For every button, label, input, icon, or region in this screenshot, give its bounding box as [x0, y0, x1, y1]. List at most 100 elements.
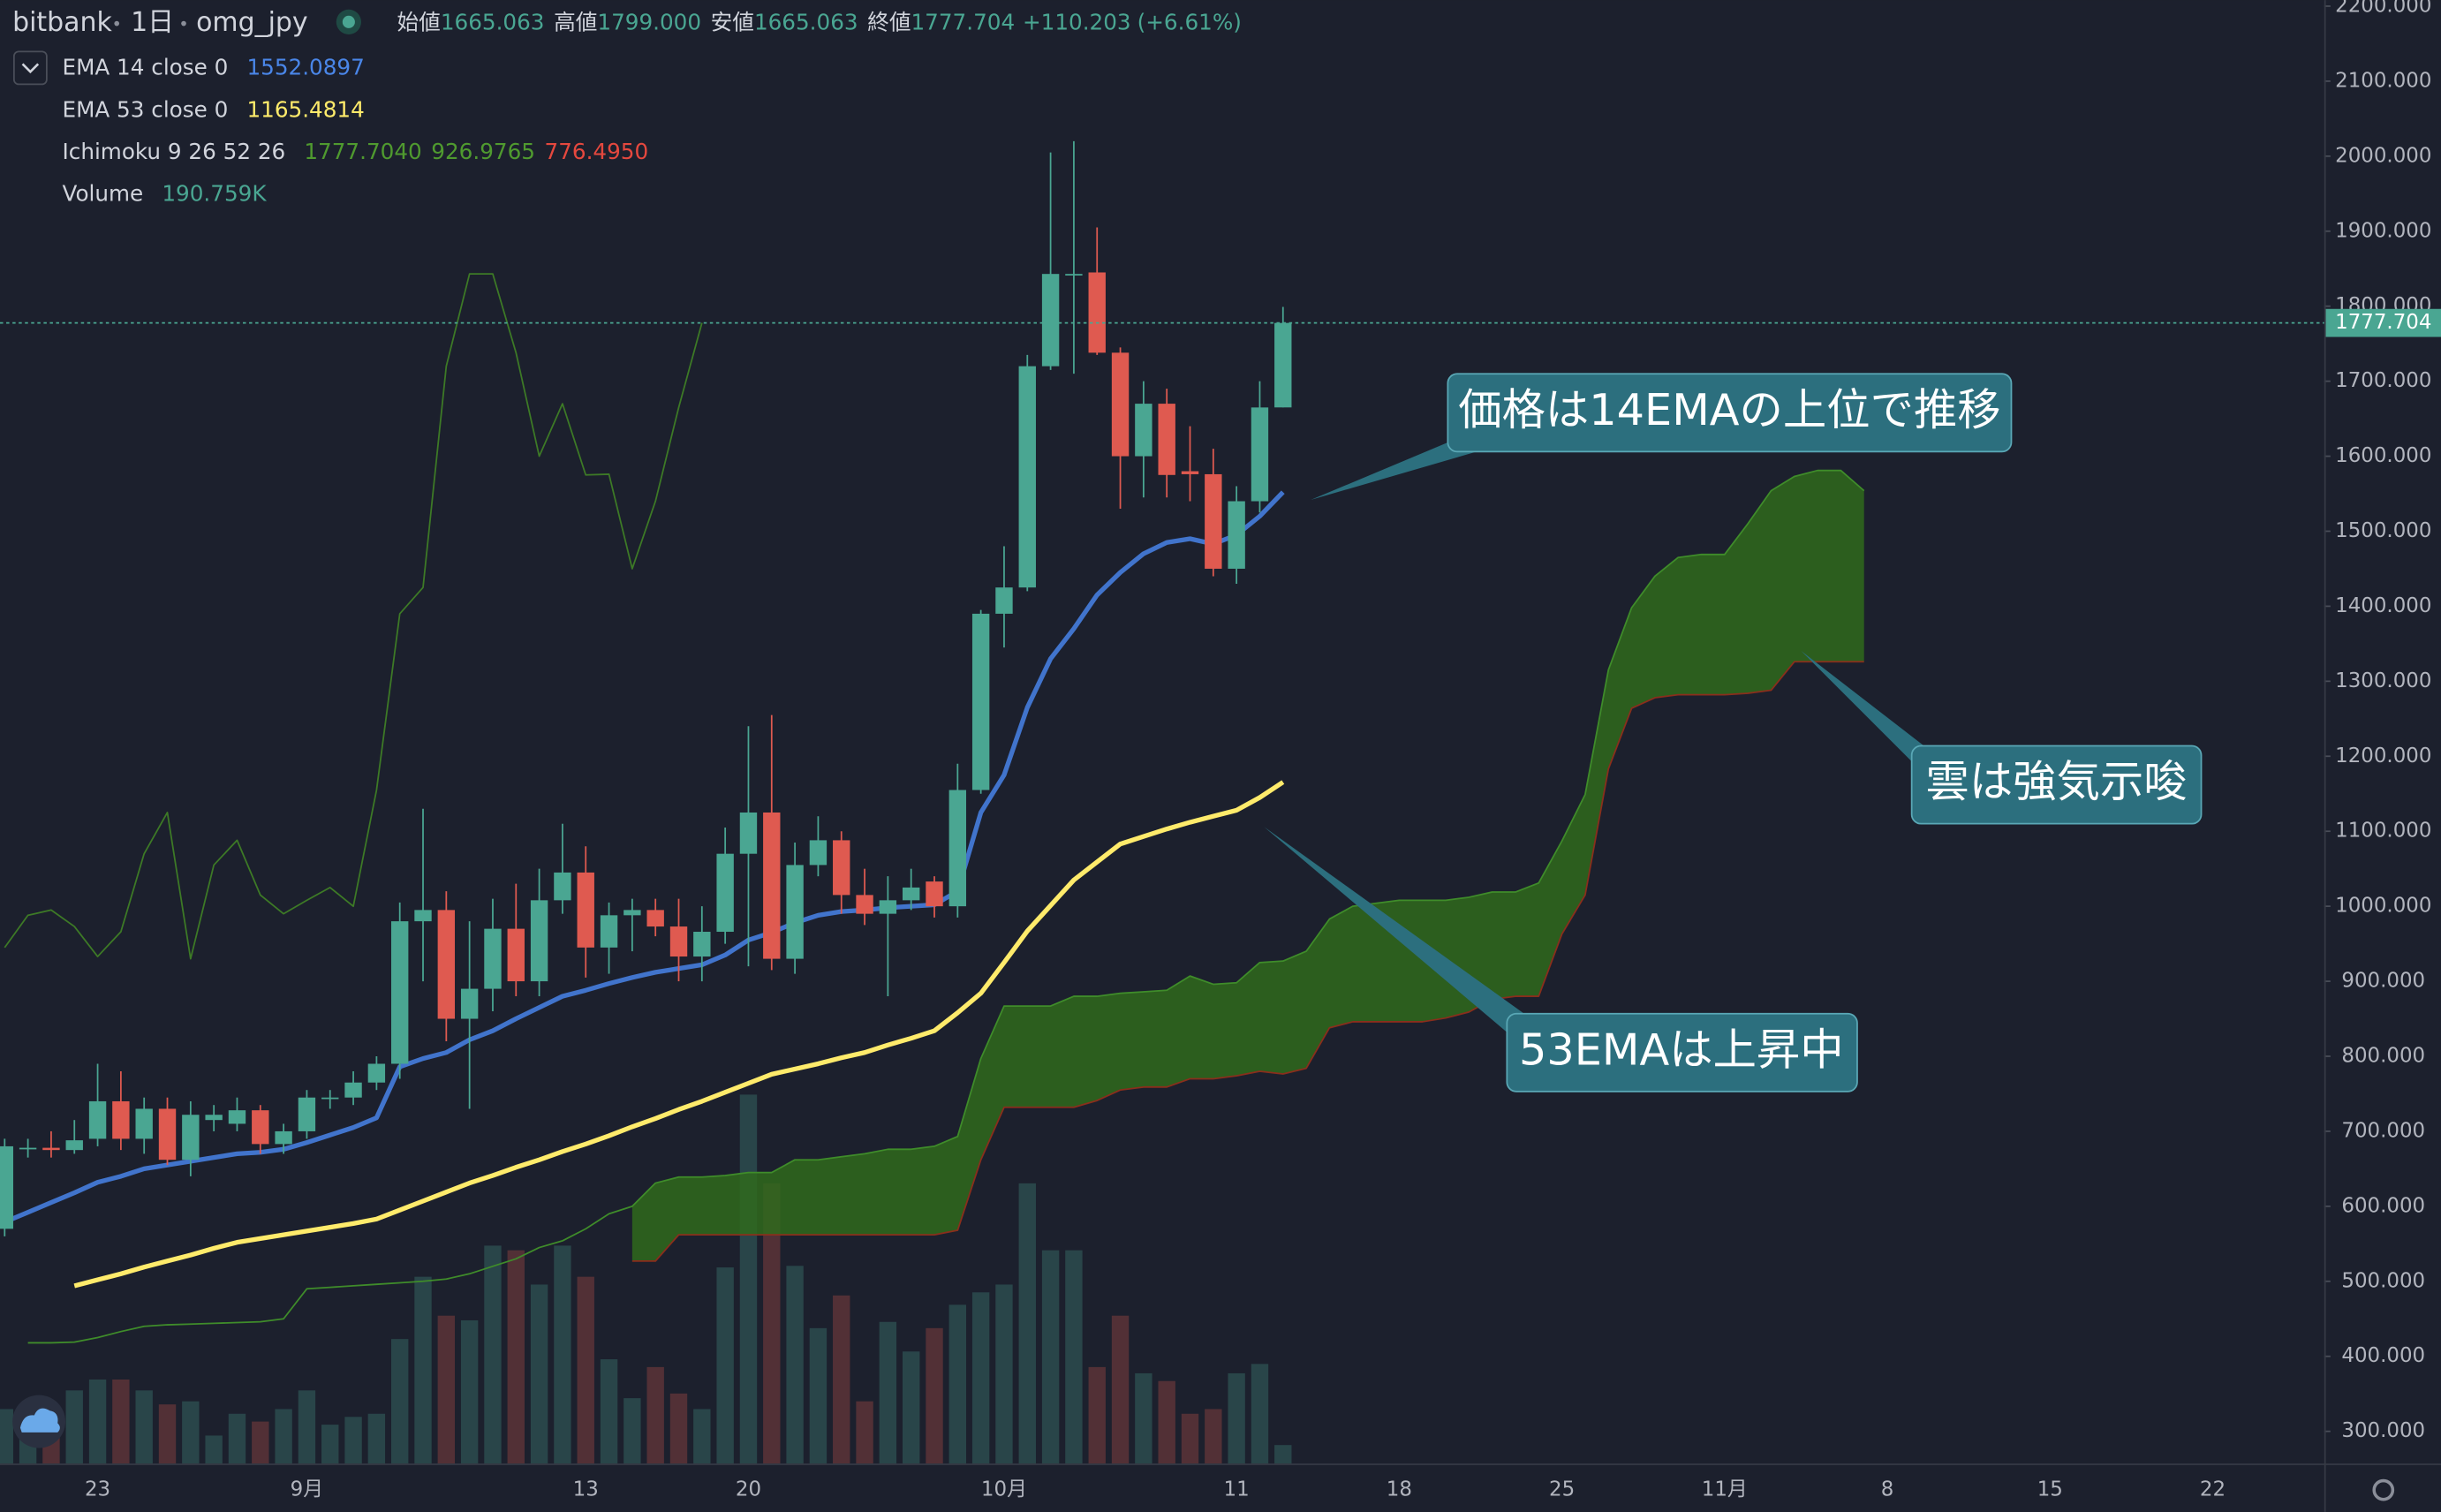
candle-body [763, 812, 781, 959]
candle-body [948, 790, 967, 907]
candle-body [135, 1108, 153, 1139]
candle-body [0, 1145, 13, 1229]
separator [181, 20, 186, 26]
separator [114, 20, 120, 26]
volume-bar [252, 1421, 269, 1464]
volume-bar [902, 1351, 920, 1464]
y-tick-label: 800.000 [2341, 1045, 2425, 1068]
y-tick-label: 2100.000 [2335, 69, 2431, 92]
candle-body [321, 1097, 339, 1100]
y-tick-label: 1000.000 [2335, 895, 2431, 918]
volume-bar [1228, 1372, 1245, 1464]
legend-value: 776.4950 [545, 139, 649, 164]
volume-bar [390, 1339, 409, 1464]
candle-body [577, 872, 594, 948]
x-tick-label: 18 [1387, 1478, 1412, 1501]
legend-value: 190.759K [162, 181, 267, 207]
candle-body [19, 1147, 37, 1150]
candle-body [460, 988, 479, 1019]
candle-body [669, 926, 688, 957]
volume-bar [1135, 1372, 1152, 1464]
x-tick-label: 11月 [1702, 1478, 1748, 1501]
callout-text: 雲は強気示唆 [1926, 756, 2188, 807]
candle-body [600, 915, 618, 948]
candle-body [344, 1082, 362, 1098]
volume-bar [1111, 1315, 1130, 1464]
last-price-label: 1777.704 [2335, 311, 2431, 334]
y-tick-label: 400.000 [2341, 1344, 2425, 1367]
legend-row: Volume 190.759K [63, 181, 268, 207]
candle-body [879, 900, 897, 914]
callout-text: 価格は14EMAの上位で推移 [1458, 384, 2000, 435]
volume-bar [344, 1417, 362, 1464]
x-tick-label: 9月 [291, 1478, 323, 1501]
ohlc-value: 1777.704 [911, 10, 1016, 35]
y-tick-label: 2000.000 [2335, 144, 2431, 167]
candle-body [484, 928, 502, 989]
volume-bar [88, 1379, 107, 1464]
candle-body [739, 812, 758, 854]
candle-body [437, 910, 456, 1019]
y-tick-label: 500.000 [2341, 1269, 2425, 1292]
volume-bar [1205, 1409, 1222, 1464]
candle-body [205, 1115, 223, 1121]
volume-bar [414, 1276, 432, 1464]
span-b-line [631, 661, 1864, 1262]
legend-row: Ichimoku 9 26 52 26 1777.7040 926.9765 776.… [63, 139, 649, 164]
volume-bar [205, 1435, 223, 1464]
volume-bar [484, 1245, 502, 1464]
y-tick-label: 600.000 [2341, 1194, 2425, 1217]
candle-body [809, 840, 828, 866]
volume-bar [856, 1401, 873, 1464]
candle-body [390, 921, 409, 1064]
y-tick-label: 1400.000 [2335, 594, 2431, 617]
y-tick-label: 1700.000 [2335, 369, 2431, 392]
candle-body [88, 1100, 107, 1139]
collapse-button[interactable] [12, 50, 48, 86]
volume-bar [0, 1409, 13, 1464]
settings-button[interactable] [2372, 1478, 2395, 1501]
volume-bar [809, 1327, 828, 1464]
x-tick-label: 8 [1881, 1478, 1894, 1501]
candle-body [65, 1140, 83, 1151]
volume-bar [437, 1315, 456, 1464]
candle-body [182, 1115, 200, 1160]
x-tick-label: 11 [1224, 1478, 1250, 1501]
legend-name: EMA 53 close 0 [63, 96, 229, 122]
ohlc-label: 始値 [397, 10, 441, 35]
volume-bar [1065, 1250, 1083, 1464]
x-tick-label: 22 [2200, 1478, 2226, 1501]
ema-line [73, 780, 1285, 1289]
y-tick-label: 2200.000 [2335, 0, 2431, 17]
y-tick-label: 700.000 [2341, 1119, 2425, 1142]
volume-bar [507, 1250, 525, 1464]
ohlc-value: 1665.063 [754, 10, 858, 35]
candle-body [646, 910, 664, 927]
ohlc-label: 高値 [554, 10, 597, 35]
ichimoku-cloud [631, 470, 1864, 1261]
candle-body [856, 895, 873, 914]
candle-body [786, 865, 804, 959]
candle-body [1274, 322, 1292, 408]
volume-bar [577, 1276, 594, 1464]
legend-name: EMA 14 close 0 [63, 55, 229, 80]
legend-value: 1777.7040 [304, 139, 421, 164]
y-tick-label: 1300.000 [2335, 669, 2431, 692]
interval: 1日 [131, 7, 174, 38]
candle-body [833, 840, 850, 896]
y-tick-label: 1500.000 [2335, 519, 2431, 542]
candle-body [971, 613, 990, 790]
volume-bar [948, 1304, 967, 1464]
volume-bar [1041, 1250, 1060, 1464]
volume-bar [275, 1409, 292, 1464]
candle-body [275, 1130, 292, 1145]
candle-body [42, 1147, 60, 1151]
volume-bar [926, 1327, 943, 1464]
ohlc-label: 安値 [711, 10, 754, 35]
volume-bar [879, 1321, 897, 1464]
candle-body [1181, 471, 1199, 474]
candle-body [112, 1100, 130, 1139]
volume-bar [1158, 1380, 1175, 1464]
candle-body [1135, 404, 1152, 457]
